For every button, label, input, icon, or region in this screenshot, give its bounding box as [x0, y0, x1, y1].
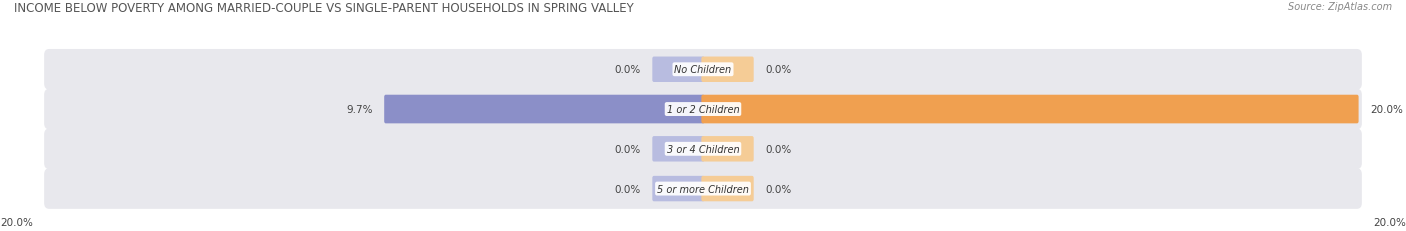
FancyBboxPatch shape [652, 176, 704, 201]
Text: No Children: No Children [675, 65, 731, 75]
FancyBboxPatch shape [44, 89, 1362, 130]
Text: Source: ZipAtlas.com: Source: ZipAtlas.com [1288, 2, 1392, 12]
Text: 0.0%: 0.0% [614, 144, 641, 154]
Text: 20.0%: 20.0% [0, 217, 32, 227]
FancyBboxPatch shape [384, 95, 704, 124]
Text: 20.0%: 20.0% [1374, 217, 1406, 227]
FancyBboxPatch shape [702, 176, 754, 201]
Text: 1 or 2 Children: 1 or 2 Children [666, 105, 740, 115]
FancyBboxPatch shape [702, 137, 754, 162]
Text: 9.7%: 9.7% [346, 105, 373, 115]
FancyBboxPatch shape [44, 169, 1362, 209]
FancyBboxPatch shape [652, 57, 704, 83]
FancyBboxPatch shape [44, 129, 1362, 169]
Text: 0.0%: 0.0% [614, 184, 641, 194]
Text: INCOME BELOW POVERTY AMONG MARRIED-COUPLE VS SINGLE-PARENT HOUSEHOLDS IN SPRING : INCOME BELOW POVERTY AMONG MARRIED-COUPL… [14, 2, 634, 15]
FancyBboxPatch shape [652, 137, 704, 162]
Text: 0.0%: 0.0% [765, 184, 792, 194]
FancyBboxPatch shape [702, 95, 1358, 124]
Text: 0.0%: 0.0% [765, 144, 792, 154]
Text: 5 or more Children: 5 or more Children [657, 184, 749, 194]
Text: 0.0%: 0.0% [765, 65, 792, 75]
Text: 3 or 4 Children: 3 or 4 Children [666, 144, 740, 154]
Text: 20.0%: 20.0% [1369, 105, 1403, 115]
FancyBboxPatch shape [44, 50, 1362, 90]
FancyBboxPatch shape [702, 57, 754, 83]
Text: 0.0%: 0.0% [614, 65, 641, 75]
